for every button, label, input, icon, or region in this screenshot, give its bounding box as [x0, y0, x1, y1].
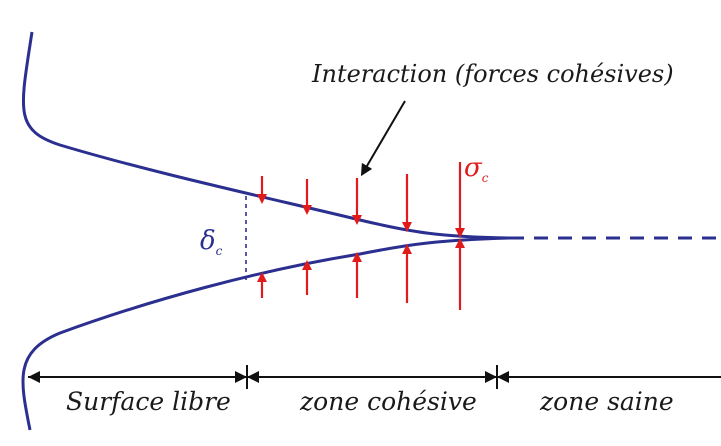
- sigma-c-label: σc: [464, 153, 489, 185]
- lower-crack-face: [21, 236, 511, 431]
- lower-force-arrows: [257, 238, 465, 310]
- region-label-surface-libre: Surface libre: [66, 387, 231, 416]
- upper-crack-face: [21, 31, 511, 240]
- interaction-pointer-arrow: [360, 100, 406, 177]
- upper-force-arrows: [257, 162, 465, 238]
- region-label-zone-cohesive: zone cohésive: [299, 387, 477, 416]
- region-label-zone-saine: zone saine: [539, 387, 674, 416]
- delta-c-label: δc: [200, 226, 223, 258]
- interaction-title: Interaction (forces cohésives): [311, 60, 674, 88]
- region-dimension-line: [28, 365, 721, 389]
- dimension-arrowheads: [28, 371, 509, 383]
